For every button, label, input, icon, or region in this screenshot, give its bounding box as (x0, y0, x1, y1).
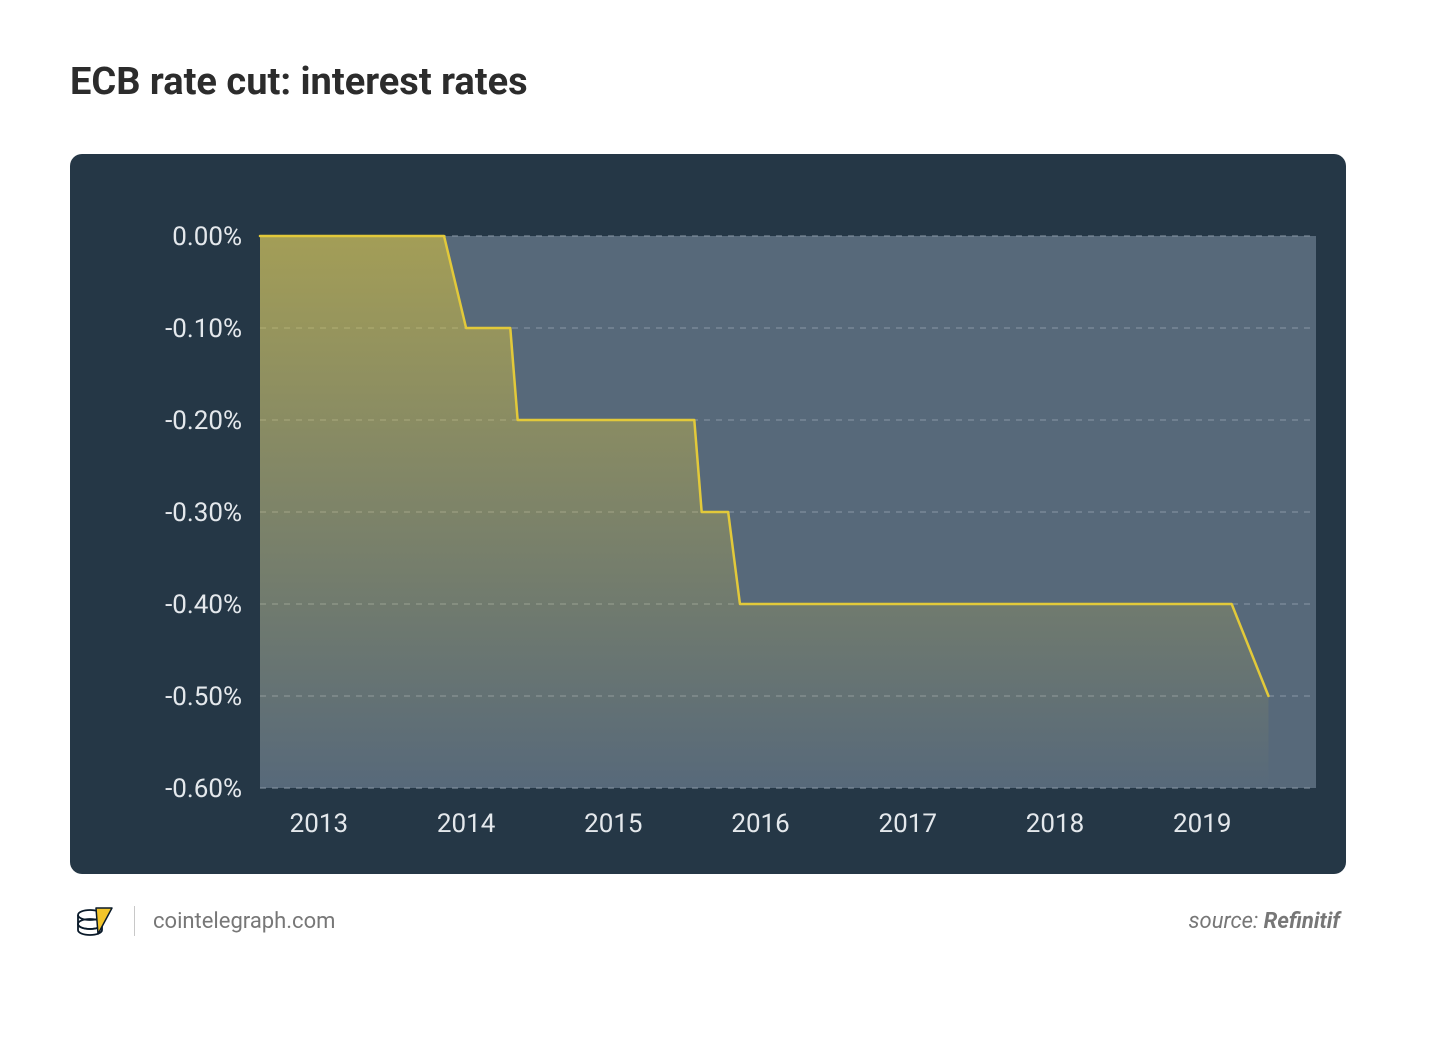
svg-text:-0.30%: -0.30% (165, 498, 242, 528)
svg-text:2017: 2017 (879, 809, 937, 839)
chart-panel: 0.00% -0.10% -0.20% -0.30% -0.40% -0.50% -0.60… (70, 154, 1346, 874)
svg-text:2018: 2018 (1026, 809, 1084, 839)
svg-text:-0.40%: -0.40% (165, 590, 242, 620)
footer-divider (134, 906, 135, 936)
svg-text:2014: 2014 (437, 809, 496, 839)
svg-text:2016: 2016 (731, 809, 789, 839)
svg-text:-0.50%: -0.50% (165, 682, 242, 712)
svg-text:2019: 2019 (1173, 809, 1231, 839)
chart-title: ECB rate cut: interest rates (70, 60, 1380, 104)
svg-text:-0.20%: -0.20% (165, 406, 242, 436)
footer-left: cointelegraph.com (76, 904, 335, 938)
svg-text:2015: 2015 (584, 809, 642, 839)
chart-svg: 0.00% -0.10% -0.20% -0.30% -0.40% -0.50% -0.60… (100, 194, 1316, 844)
footer-source-label: source: (1189, 909, 1264, 934)
footer-site-label: cointelegraph.com (153, 909, 335, 934)
svg-text:2013: 2013 (290, 809, 348, 839)
svg-text:-0.10%: -0.10% (165, 314, 242, 344)
cointelegraph-logo-icon (76, 904, 116, 938)
svg-text:-0.60%: -0.60% (165, 774, 242, 804)
svg-text:0.00%: 0.00% (172, 222, 242, 252)
footer: cointelegraph.com source: Refinitif (70, 904, 1346, 938)
footer-source: source: Refinitif (1189, 909, 1340, 934)
footer-source-name: Refinitif (1264, 909, 1340, 934)
